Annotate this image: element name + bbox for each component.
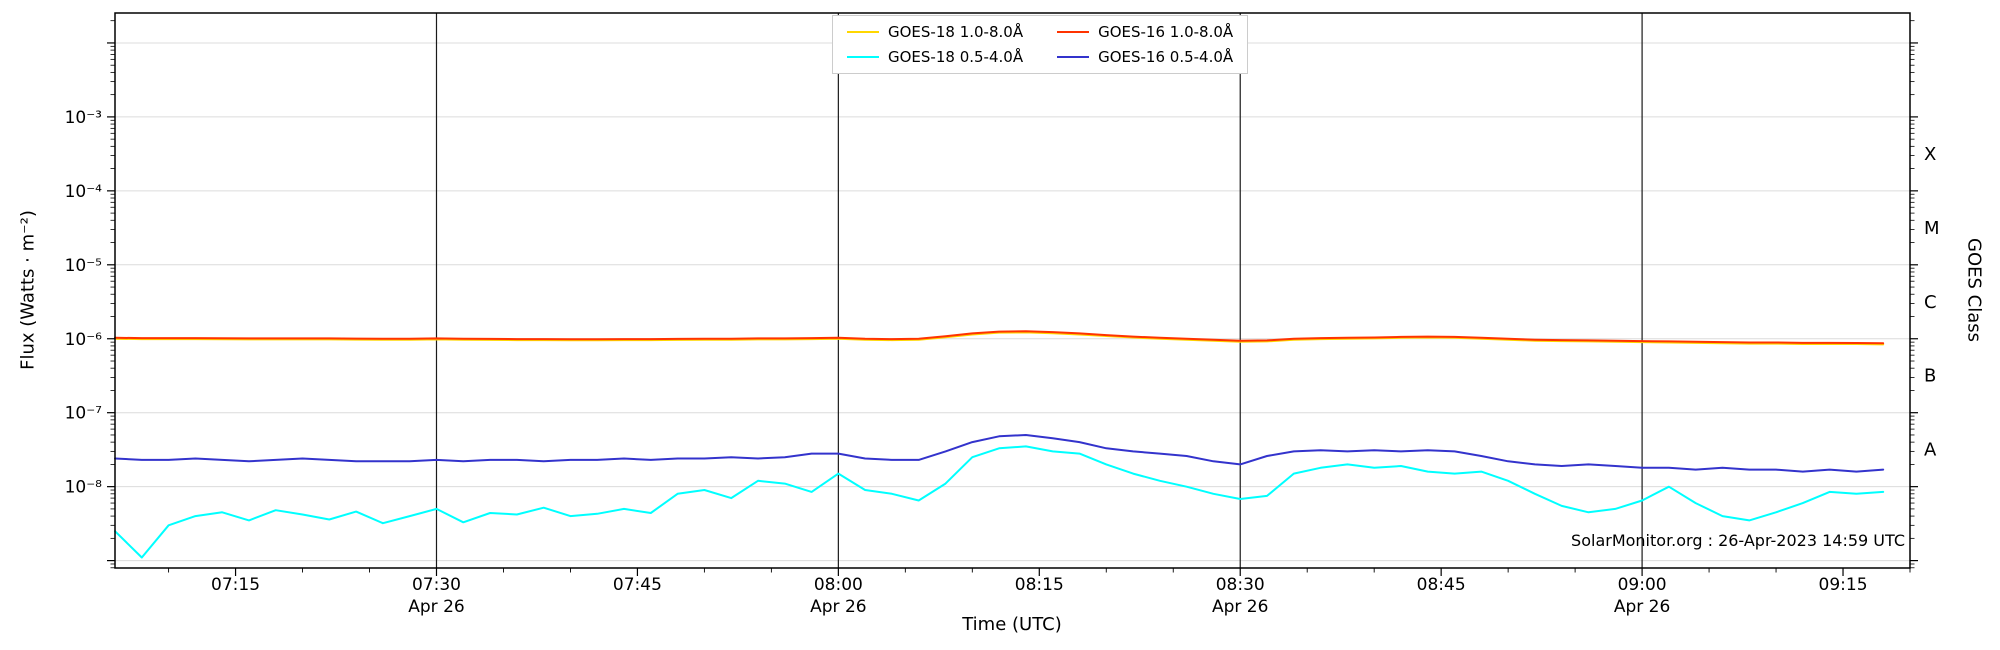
svg-text:Apr 26: Apr 26 xyxy=(408,597,464,617)
svg-text:07:15: 07:15 xyxy=(211,575,260,595)
plot-frame xyxy=(114,12,1911,569)
svg-text:08:45: 08:45 xyxy=(1417,575,1466,595)
legend-swatch-goes16-short-icon xyxy=(1057,56,1090,58)
series-lines xyxy=(114,330,1885,559)
svg-text:10⁻³: 10⁻³ xyxy=(65,108,102,128)
svg-text:Apr 26: Apr 26 xyxy=(810,597,866,617)
y-axis-right-label: GOES Class xyxy=(1963,238,1985,342)
series-goes16-long xyxy=(114,330,1885,345)
svg-text:M: M xyxy=(1924,218,1940,239)
legend-item-goes16-long: GOES-16 1.0-8.0Å xyxy=(1057,23,1233,41)
svg-text:10⁻⁸: 10⁻⁸ xyxy=(65,478,103,498)
legend-item-goes16-short: GOES-16 0.5-4.0Å xyxy=(1057,48,1233,66)
svg-text:Apr 26: Apr 26 xyxy=(1614,597,1670,617)
x-axis-label: Time (UTC) xyxy=(962,614,1062,635)
y-tick-labels: 10⁻³ 10⁻⁴ 10⁻⁵ 10⁻⁶ 10⁻⁷ 10⁻⁸ xyxy=(65,108,103,498)
series-goes18-short xyxy=(114,445,1885,559)
y-axis-label: Flux (Watts · m⁻²) xyxy=(17,210,39,370)
legend-swatch-goes18-short-icon xyxy=(847,56,879,58)
legend-label-goes18-long: GOES-18 1.0-8.0Å xyxy=(888,23,1024,41)
svg-text:07:45: 07:45 xyxy=(613,575,662,595)
legend-label-goes18-short: GOES-18 0.5-4.0Å xyxy=(888,48,1024,66)
svg-text:A: A xyxy=(1924,440,1937,461)
svg-text:07:30: 07:30 xyxy=(412,575,461,595)
svg-text:09:00: 09:00 xyxy=(1618,575,1667,595)
svg-text:X: X xyxy=(1924,144,1936,165)
axis-ticks xyxy=(107,20,1918,576)
svg-text:10⁻⁷: 10⁻⁷ xyxy=(65,404,103,424)
svg-text:B: B xyxy=(1924,366,1936,387)
svg-text:09:15: 09:15 xyxy=(1819,575,1868,595)
svg-text:10⁻⁴: 10⁻⁴ xyxy=(65,182,103,202)
legend-item-goes18-long: GOES-18 1.0-8.0Å xyxy=(847,23,1023,41)
legend-label-goes16-short: GOES-16 0.5-4.0Å xyxy=(1098,48,1234,66)
legend-label-goes16-long: GOES-16 1.0-8.0Å xyxy=(1098,23,1234,41)
svg-text:Apr 26: Apr 26 xyxy=(1212,597,1268,617)
svg-text:08:15: 08:15 xyxy=(1015,575,1064,595)
goes-class-labels: X M C B A xyxy=(1924,144,1940,461)
svg-text:08:30: 08:30 xyxy=(1216,575,1265,595)
svg-text:10⁻⁶: 10⁻⁶ xyxy=(65,330,103,350)
decade-gridlines xyxy=(115,42,1910,562)
svg-text:10⁻⁵: 10⁻⁵ xyxy=(65,256,102,276)
date-boundary-lines xyxy=(435,13,1643,568)
series-goes16-short xyxy=(114,434,1885,473)
svg-text:08:00: 08:00 xyxy=(814,575,863,595)
legend-swatch-goes16-long-icon xyxy=(1057,31,1090,33)
legend-item-goes18-short: GOES-18 0.5-4.0Å xyxy=(847,48,1023,66)
chart-legend: GOES-18 1.0-8.0Å GOES-18 0.5-4.0Å GOES-1… xyxy=(832,15,1249,74)
svg-text:C: C xyxy=(1924,292,1937,313)
legend-swatch-goes18-long-icon xyxy=(847,31,879,33)
attribution-text: SolarMonitor.org : 26-Apr-2023 14:59 UTC xyxy=(1571,531,1905,550)
